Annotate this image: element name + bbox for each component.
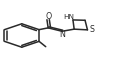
Text: N: N: [59, 30, 65, 39]
Text: O: O: [45, 12, 51, 21]
Text: HN: HN: [63, 14, 74, 20]
Text: S: S: [90, 25, 95, 34]
